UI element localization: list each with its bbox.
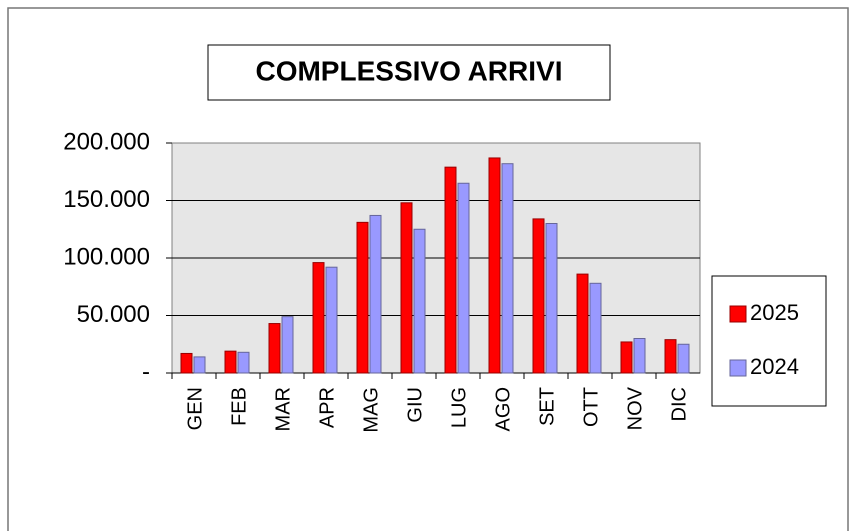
legend-label: 2025 [750, 300, 799, 325]
bar [620, 341, 633, 374]
x-tick-label: GIU [404, 387, 426, 423]
x-tick-label: FEB [228, 387, 250, 426]
bar [193, 356, 206, 374]
x-tick-label: AGO [492, 387, 514, 431]
y-tick-label: 50.000 [77, 301, 150, 328]
bar [356, 221, 369, 374]
bar [444, 166, 457, 374]
bar [180, 352, 193, 374]
bar [237, 351, 250, 374]
bar [400, 202, 413, 374]
legend-swatch [729, 359, 747, 377]
bar [633, 338, 646, 374]
x-tick-label: OTT [580, 387, 602, 427]
y-tick-label: 150.000 [63, 186, 150, 213]
x-tick-label: MAG [360, 387, 382, 433]
bar [224, 350, 237, 374]
x-tick-label: LUG [448, 387, 470, 428]
legend-box [711, 275, 827, 407]
y-tick-label: - [142, 358, 150, 385]
bar [281, 316, 294, 374]
x-tick-label: GEN [184, 387, 206, 430]
bar [501, 163, 514, 374]
x-tick-label: NOV [624, 386, 646, 430]
legend-label: 2024 [750, 354, 799, 379]
bar [532, 218, 545, 374]
bar [268, 323, 281, 374]
legend-swatch [729, 305, 747, 323]
bar [488, 157, 501, 374]
bar [325, 266, 338, 374]
bar [576, 273, 589, 374]
bar [664, 339, 677, 374]
x-tick-label: APR [316, 387, 338, 428]
bar [312, 262, 325, 374]
x-tick-label: MAR [272, 387, 294, 431]
bar [677, 343, 690, 374]
bar [369, 214, 382, 374]
title-box [207, 44, 611, 101]
x-tick-label: DIC [668, 387, 690, 421]
bar [545, 223, 558, 374]
chart-title: COMPLESSIVO ARRIVI [255, 55, 562, 86]
y-tick-label: 200.000 [63, 128, 150, 155]
x-tick-label: SET [536, 387, 558, 426]
bar [413, 228, 426, 374]
bar [589, 282, 602, 374]
bar [457, 182, 470, 374]
y-tick-label: 100.000 [63, 243, 150, 270]
